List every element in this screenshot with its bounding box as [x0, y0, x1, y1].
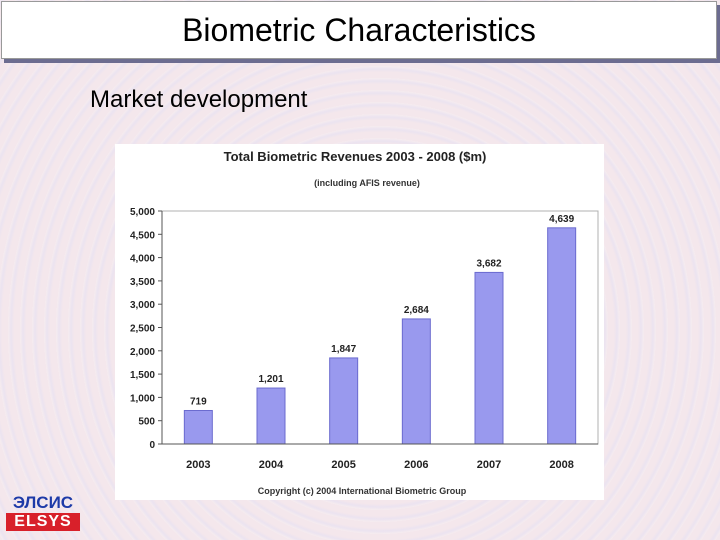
- chart-panel: Total Biometric Revenues 2003 - 2008 ($m…: [115, 144, 604, 500]
- bar-2003: [183, 409, 213, 445]
- y-tick-label: 3,500: [130, 277, 155, 288]
- x-tick-label-2005: 2005: [331, 459, 355, 471]
- bar-2006: [401, 318, 431, 445]
- bar-2007: [474, 271, 504, 445]
- y-tick-label: 500: [138, 417, 155, 428]
- chart-title: Total Biometric Revenues 2003 - 2008 ($m…: [224, 149, 487, 164]
- y-tick-label: 3,000: [130, 300, 155, 311]
- logo-cyrillic-text: ЭЛСИС: [12, 493, 74, 512]
- y-tick-label: 2,500: [130, 324, 155, 335]
- y-tick-label: 5,000: [130, 207, 155, 218]
- data-label-2006: 2,684: [404, 305, 429, 316]
- data-label-2007: 3,682: [476, 258, 501, 269]
- y-tick-label: 2,000: [130, 347, 155, 358]
- data-label-2008: 4,639: [549, 214, 574, 225]
- bar-2008: [547, 227, 577, 445]
- data-label-2003: 719: [190, 396, 207, 407]
- x-tick-label-2004: 2004: [259, 459, 284, 471]
- y-tick-label: 1,000: [130, 393, 155, 404]
- plot-area: [161, 210, 599, 445]
- x-tick-label-2003: 2003: [186, 459, 210, 471]
- y-tick-label: 1,500: [130, 370, 155, 381]
- y-tick-label: 4,000: [130, 254, 155, 265]
- slide-title-bar: Biometric Characteristics: [1, 1, 717, 59]
- slide-subtitle: Market development: [90, 86, 308, 113]
- data-label-2005: 1,847: [331, 344, 356, 355]
- y-tick-label: 4,500: [130, 230, 155, 241]
- bar-2005: [329, 357, 359, 445]
- slide-title: Biometric Characteristics: [182, 11, 536, 48]
- logo-latin-text: ELSYS: [6, 513, 80, 531]
- x-tick-label-2008: 2008: [549, 459, 573, 471]
- elsys-logo: ЭЛСИС ELSYS: [6, 494, 80, 532]
- bar-2004: [256, 387, 286, 445]
- y-tick-label: 0: [149, 440, 155, 451]
- x-tick-label-2007: 2007: [477, 459, 501, 471]
- chart-copyright: Copyright (c) 2004 International Biometr…: [258, 486, 467, 496]
- x-tick-label-2006: 2006: [404, 459, 428, 471]
- data-label-2004: 1,201: [258, 374, 283, 385]
- chart-subtitle: (including AFIS revenue): [314, 178, 420, 188]
- revenue-bar-chart: Total Biometric Revenues 2003 - 2008 ($m…: [130, 149, 599, 496]
